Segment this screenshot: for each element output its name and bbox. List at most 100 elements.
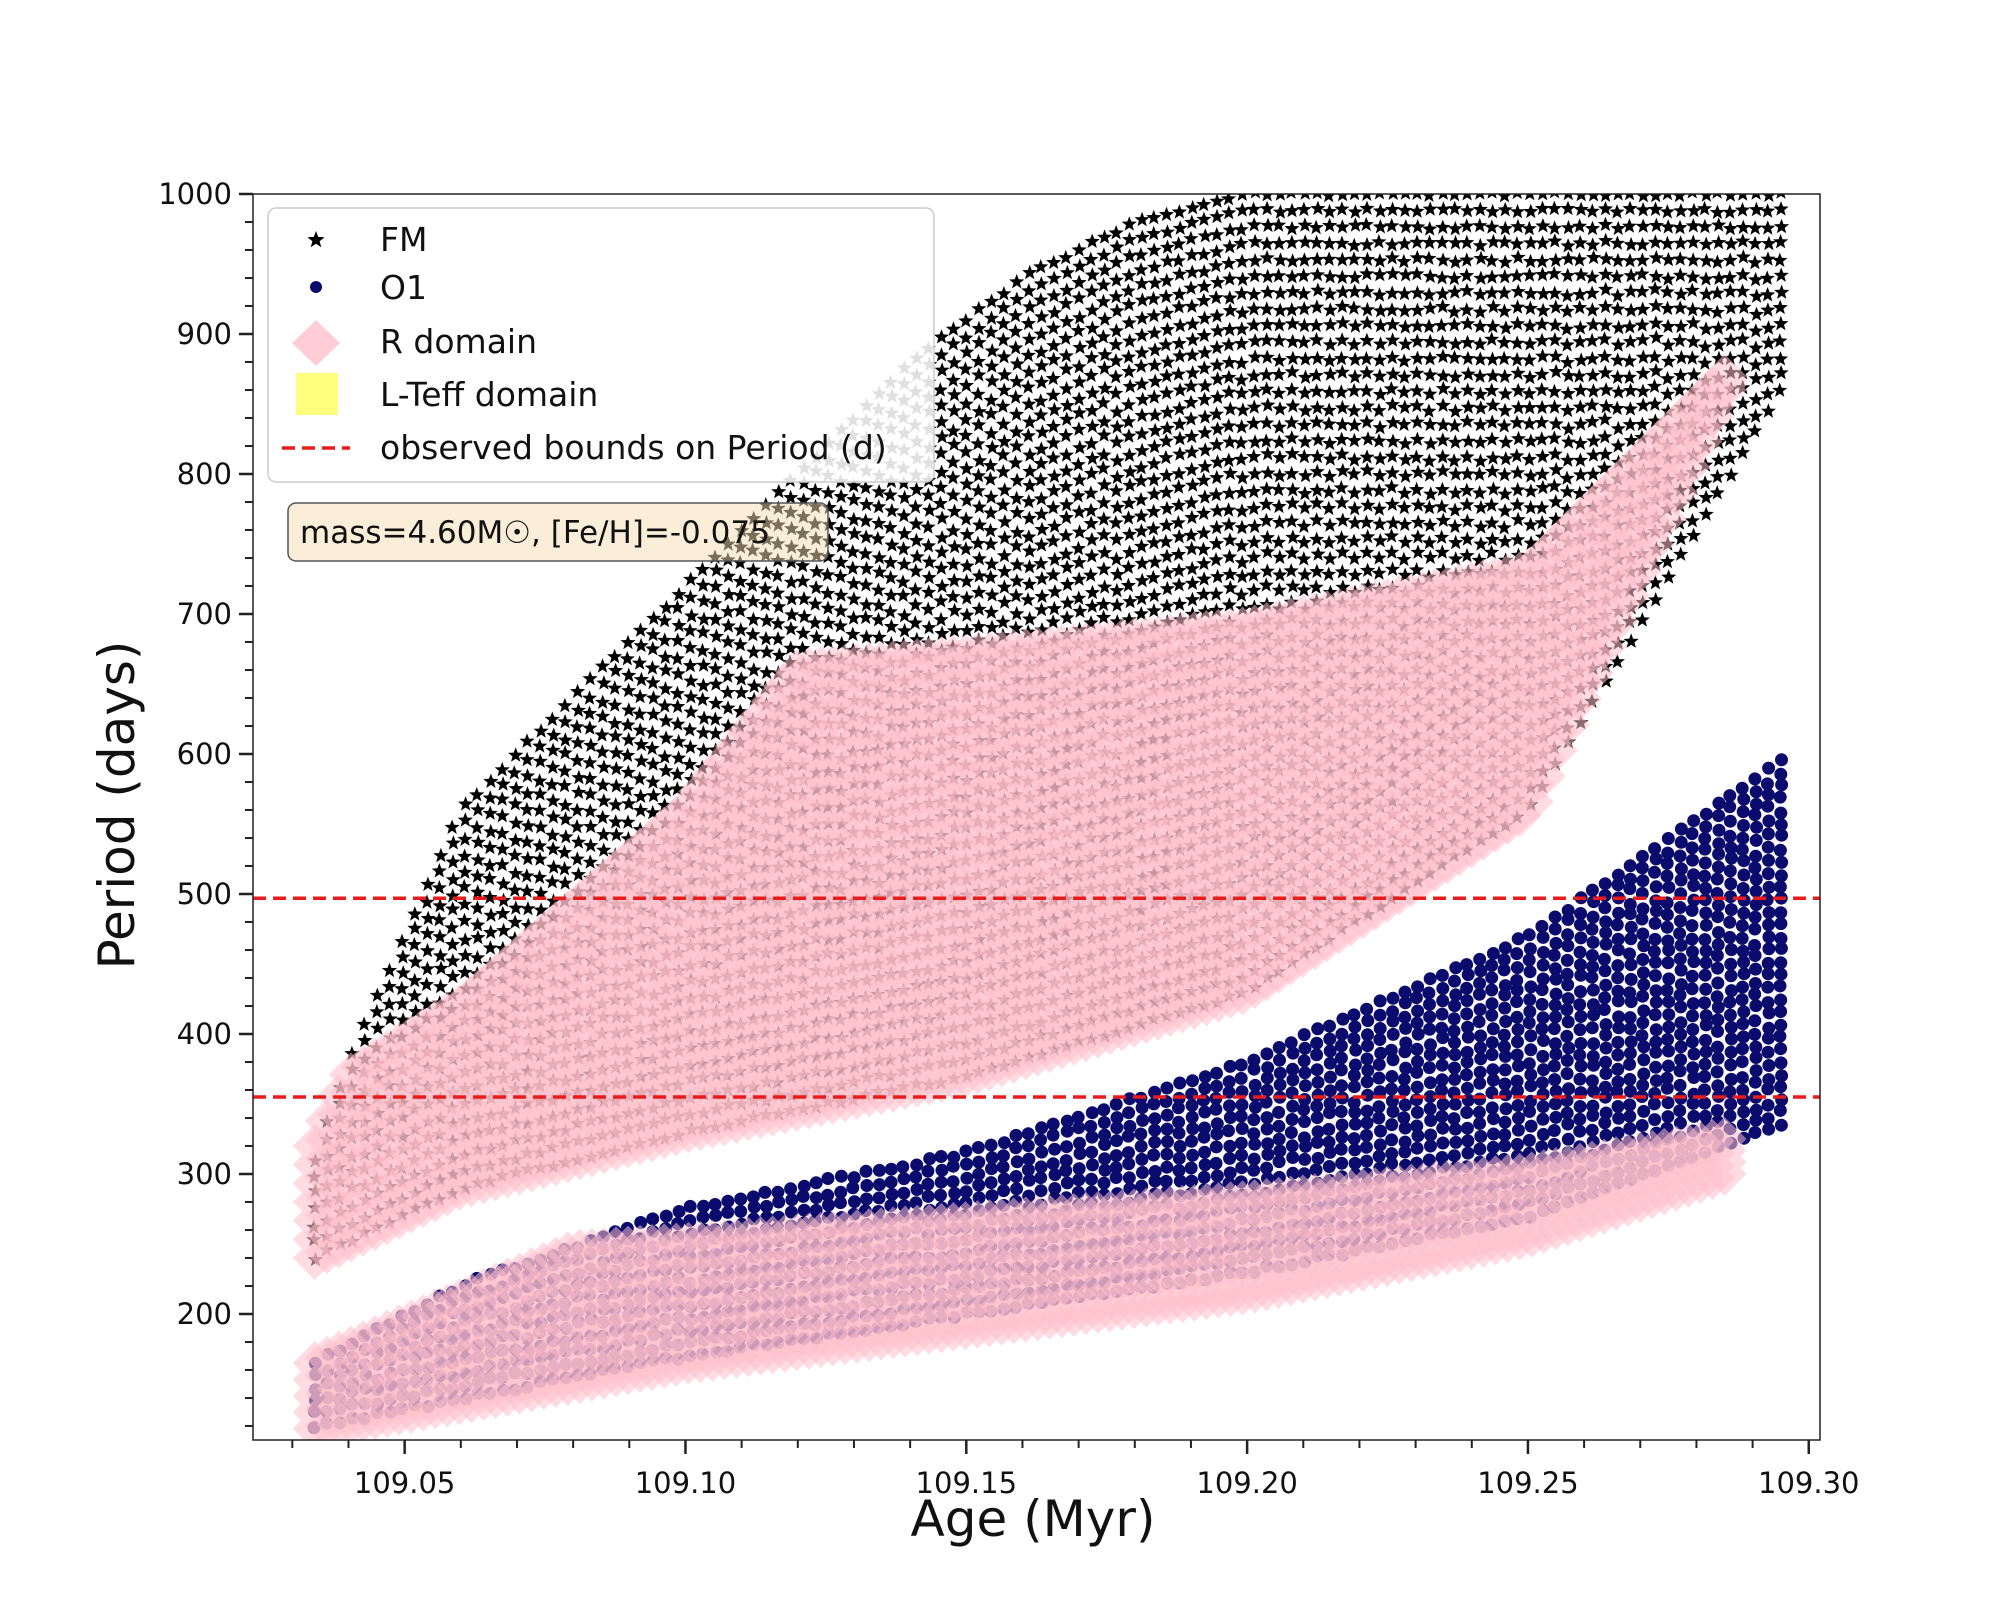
series-r-domain [292,354,1747,1440]
fm-star-column [1571,194,1589,730]
y-tick-label: 500 [177,877,232,911]
legend: FM O1 R domain L-Teff domain observed bo… [267,207,935,483]
y-axis: 200 300 400 500 600 700 800 900 1000 [158,177,253,1427]
x-axis-label: Age (Myr) [911,1490,1156,1548]
legend-label-r-domain: R domain [380,322,537,361]
o1-point-column [1673,822,1688,1169]
o1-point-column [1573,891,1588,1204]
y-axis-label: Period (days) [88,641,146,970]
fm-star-column [1270,194,1289,979]
o1-point-column [1773,753,1789,1132]
fm-star-column [1396,194,1414,896]
legend-item-o1: O1 [310,268,427,307]
o1-point-column [1522,928,1538,1224]
fm-star-column [1671,194,1690,561]
legend-box [267,207,935,483]
o1-point-column [1610,868,1626,1190]
star-icon [307,231,325,248]
y-tick-label: 600 [177,737,232,771]
x-tick-label: 109.05 [354,1466,455,1500]
fm-star-column [1408,194,1426,888]
o1-point-column [1359,1002,1375,1253]
y-tick-label: 200 [177,1297,232,1331]
plot-frame [252,193,1821,1441]
o1-point-column [1585,883,1601,1200]
o1-point-column [1760,761,1776,1136]
o1-point-column [1748,772,1764,1139]
parameter-annotation: mass=4.60M☉, [Fe/H]=-0.075 [287,502,829,562]
fm-star-column [1296,194,1314,960]
o1-point-column [1710,796,1726,1154]
fm-star-column [945,321,963,1086]
fm-star-column [594,658,612,1161]
plot-area [252,193,1821,1441]
observed-bounds-layer [253,896,1820,1099]
legend-label-l-teff-domain: L-Teff domain [380,375,598,414]
fm-star-column [381,962,399,1230]
fm-star-column [1509,194,1527,824]
y-tick-label: 1000 [158,177,232,211]
fm-star-column [1584,194,1602,708]
y-tick-label: 700 [177,597,232,631]
x-tick-label: 109.20 [1196,1466,1297,1500]
o1-point-column [1698,807,1714,1160]
fm-star-column [1371,194,1389,914]
fm-star-column [506,747,524,1180]
fm-star-column [1696,194,1714,521]
fm-star-column [1559,194,1577,749]
y-tick-label: 800 [177,457,232,491]
x-axis: 109.05 109.10 109.15 109.20 109.25 109.30 [291,1440,1860,1500]
fm-star-column [1621,194,1639,648]
fm-star-column [1120,216,1138,1036]
annotation-text: mass=4.60M☉, [Fe/H]=-0.075 [300,515,770,551]
o1-point-column [1647,842,1663,1178]
o1-point-column [1384,991,1400,1251]
o1-point-column [1547,910,1563,1214]
o1-point-column [1685,814,1701,1165]
fm-star-column [1772,194,1790,397]
o1-point-column [1597,877,1613,1195]
fm-star-column [1747,194,1765,438]
legend-item-l-teff-domain: L-Teff domain [296,373,598,415]
fm-star-column [1546,194,1564,771]
series-layer [292,194,1790,1440]
fm-star-column [1659,194,1677,584]
fm-star-column [1433,194,1451,872]
fm-star-column [1208,194,1226,1010]
r-domain-column-fm [1702,354,1747,412]
fm-star-column [1646,194,1664,607]
o1-point-column [1735,781,1751,1145]
legend-label-observed-bounds: observed bounds on Period (d) [380,428,887,467]
fm-star-column [757,496,775,1122]
fm-star-column [682,571,700,1136]
annotation-box [287,502,829,562]
r-domain-column-o1 [1702,1117,1747,1196]
fm-star-column [1534,194,1552,794]
square-icon [296,373,338,415]
o1-point-column [1510,932,1525,1226]
legend-item-fm: FM [307,220,427,259]
x-tick-label: 109.30 [1758,1466,1859,1500]
legend-label-fm: FM [380,220,427,259]
x-tick-label: 109.25 [1477,1466,1578,1500]
legend-label-o1: O1 [380,268,427,307]
fm-star-column [1283,194,1301,969]
fm-star-column [1333,194,1351,936]
fm-star-column [807,449,825,1114]
o1-point-column [1535,919,1550,1217]
o1-point-column [1660,832,1676,1172]
y-tick-label: 900 [177,317,232,351]
o1-point-column [1723,789,1738,1150]
y-tick-label: 300 [177,1157,232,1191]
legend-item-observed-bounds: observed bounds on Period (d) [282,428,887,467]
y-tick-label: 400 [177,1017,232,1051]
o1-point-column [1623,859,1638,1187]
fm-star-column [1483,194,1501,840]
fm-star-column [707,549,725,1134]
fm-star-column [1596,194,1614,688]
o1-point-column [1347,1008,1363,1257]
fm-star-column [1233,194,1251,1000]
x-tick-label: 109.15 [916,1466,1017,1500]
legend-item-r-domain: R domain [292,320,537,366]
